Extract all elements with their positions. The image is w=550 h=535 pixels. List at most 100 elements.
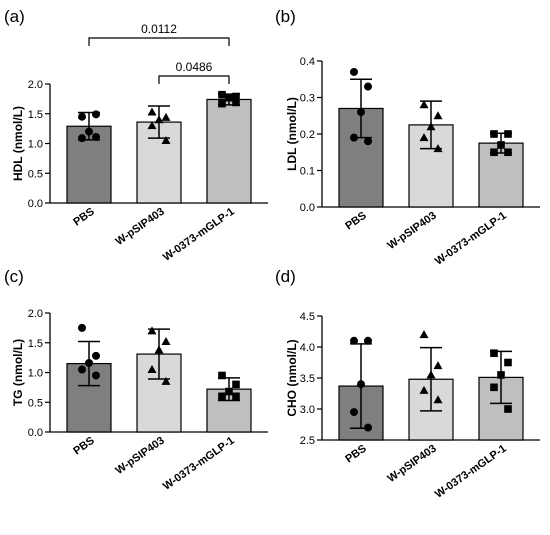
x-tick-label: W-pSIP403 xyxy=(113,206,166,248)
data-point xyxy=(433,144,443,153)
data-point xyxy=(497,371,505,379)
y-tick-label: 0.1 xyxy=(300,166,315,178)
data-point xyxy=(350,408,358,417)
y-tick-label: 0.0 xyxy=(300,202,315,214)
data-point xyxy=(364,423,372,432)
bar-3 xyxy=(206,98,252,204)
y-axis-label: TG (nmol/L) xyxy=(11,339,25,406)
x-tick-label: W-pSIP403 xyxy=(113,435,166,477)
y-axis-label: LDL (nmol/L) xyxy=(285,97,299,171)
chart-panel-3: (c) TG (nmol/L) 0.0 0.5 1.0 1.5 2.0 PBS W-pSIP40… xyxy=(4,267,268,493)
data-point xyxy=(92,110,100,119)
x-tick-label: PBS xyxy=(343,443,368,466)
data-point xyxy=(147,365,157,374)
data-point xyxy=(218,90,226,99)
y-tick-label: 3.5 xyxy=(300,373,315,385)
data-point xyxy=(218,99,226,108)
data-point xyxy=(225,93,233,102)
data-point xyxy=(78,365,86,374)
data-point xyxy=(357,380,365,389)
y-tick-label: 4.5 xyxy=(300,311,315,323)
data-point xyxy=(350,336,358,345)
y-tick-label: 2.5 xyxy=(300,435,315,447)
x-tick-label: W-0373-mGLP-1 xyxy=(433,443,509,501)
bar-3 xyxy=(478,142,524,208)
data-point xyxy=(497,141,505,149)
data-point xyxy=(147,121,157,130)
data-point xyxy=(154,115,164,124)
panel-label: (b) xyxy=(275,7,296,26)
data-point xyxy=(426,370,436,379)
data-point xyxy=(161,136,171,145)
data-point xyxy=(218,392,226,401)
data-point xyxy=(232,92,240,101)
data-point xyxy=(78,112,86,121)
y-axis-label: HDL (nmol/L) xyxy=(11,106,25,181)
data-point xyxy=(92,132,100,141)
x-tick-label: PBS xyxy=(343,210,368,233)
data-point xyxy=(147,326,157,335)
data-point xyxy=(161,112,171,121)
significance-bracket xyxy=(88,37,230,46)
data-point xyxy=(350,67,358,76)
significance-pvalue: 0.0112 xyxy=(141,22,177,36)
data-point xyxy=(490,383,498,392)
data-point xyxy=(433,395,443,404)
data-point xyxy=(426,122,436,131)
data-point xyxy=(161,337,171,346)
data-point xyxy=(154,345,164,354)
chart-panel-4: (d) CHO (nmol/L) 2.5 3.0 3.5 4.0 4.5 PBS W-pSIP4… xyxy=(275,267,540,501)
data-point xyxy=(504,405,512,413)
y-tick-label: 3.0 xyxy=(300,404,315,416)
data-point xyxy=(419,100,429,109)
data-point xyxy=(78,323,86,332)
y-tick-label: 2.0 xyxy=(28,79,43,91)
data-point xyxy=(232,98,240,107)
y-tick-label: 1.0 xyxy=(28,368,43,380)
x-tick-label: PBS xyxy=(71,435,96,458)
data-point xyxy=(92,351,100,360)
x-tick-label: W-0373-mGLP-1 xyxy=(161,206,237,264)
y-tick-label: 0.2 xyxy=(300,129,315,141)
data-point xyxy=(232,392,240,401)
data-point xyxy=(504,358,512,367)
x-tick-label: W-pSIP403 xyxy=(385,210,438,252)
data-point xyxy=(147,107,157,116)
x-tick-label: PBS xyxy=(71,206,96,229)
y-tick-label: 0.3 xyxy=(300,93,315,105)
y-tick-label: 0.5 xyxy=(28,168,43,180)
y-tick-label: 0.0 xyxy=(28,198,43,210)
y-tick-label: 0.5 xyxy=(28,397,43,409)
data-point xyxy=(419,330,429,339)
y-tick-label: 1.5 xyxy=(28,109,43,121)
y-tick-label: 0.4 xyxy=(300,56,315,68)
x-tick-label: W-0373-mGLP-1 xyxy=(161,435,237,493)
data-point xyxy=(364,82,372,91)
chart-panel-2: (b) LDL (nmol/L) 0.0 0.1 0.2 0.3 0.4 PBS W-pSIP4… xyxy=(275,7,540,268)
significance-pvalue: 0.0486 xyxy=(176,60,213,74)
data-point xyxy=(433,361,443,370)
data-point xyxy=(364,137,372,146)
y-tick-label: 1.0 xyxy=(28,139,43,151)
data-point xyxy=(161,376,171,385)
data-point xyxy=(232,380,240,389)
data-point xyxy=(364,336,372,345)
x-tick-label: W-pSIP403 xyxy=(385,443,438,485)
data-point xyxy=(357,108,365,117)
chart-panel-1: (a) HDL (nmol/L) 0.0 0.5 1.0 1.5 2.0 PBS W-pSIP4… xyxy=(4,7,268,264)
data-point xyxy=(78,134,86,143)
data-point xyxy=(490,148,498,157)
x-tick-label: W-0373-mGLP-1 xyxy=(433,210,509,268)
data-point xyxy=(419,133,429,142)
significance-bracket xyxy=(158,75,230,84)
y-tick-label: 4.0 xyxy=(300,342,315,354)
data-point xyxy=(433,111,443,120)
data-point xyxy=(85,358,93,367)
data-point xyxy=(225,387,233,396)
data-point xyxy=(92,371,100,380)
data-point xyxy=(490,130,498,138)
data-point xyxy=(504,148,512,157)
data-point xyxy=(85,127,93,136)
y-tick-label: 0.0 xyxy=(28,427,43,439)
